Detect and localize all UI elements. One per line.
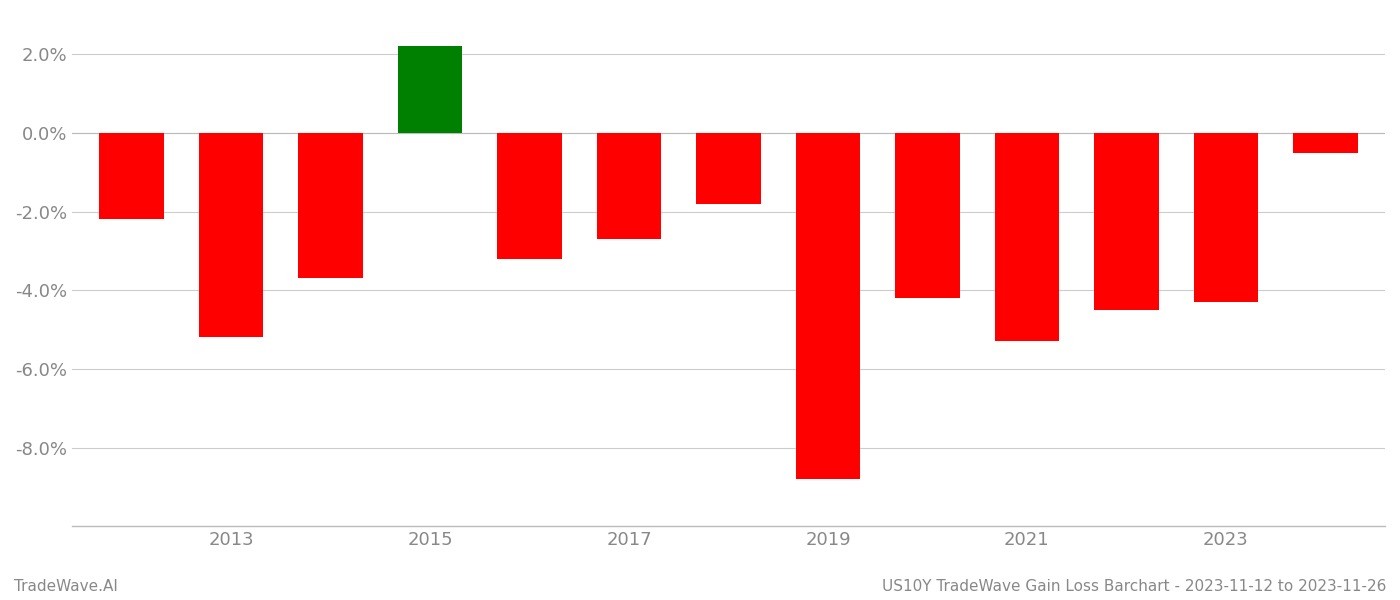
Bar <box>895 133 960 298</box>
Bar <box>298 133 363 278</box>
Bar <box>398 46 462 133</box>
Bar <box>795 133 860 479</box>
Bar <box>696 133 760 204</box>
Bar <box>994 133 1060 341</box>
Bar <box>1093 133 1159 310</box>
Text: TradeWave.AI: TradeWave.AI <box>14 579 118 594</box>
Bar <box>199 133 263 337</box>
Bar <box>1194 133 1259 302</box>
Bar <box>596 133 661 239</box>
Bar <box>99 133 164 220</box>
Bar <box>497 133 561 259</box>
Bar <box>1294 133 1358 152</box>
Text: US10Y TradeWave Gain Loss Barchart - 2023-11-12 to 2023-11-26: US10Y TradeWave Gain Loss Barchart - 202… <box>882 579 1386 594</box>
